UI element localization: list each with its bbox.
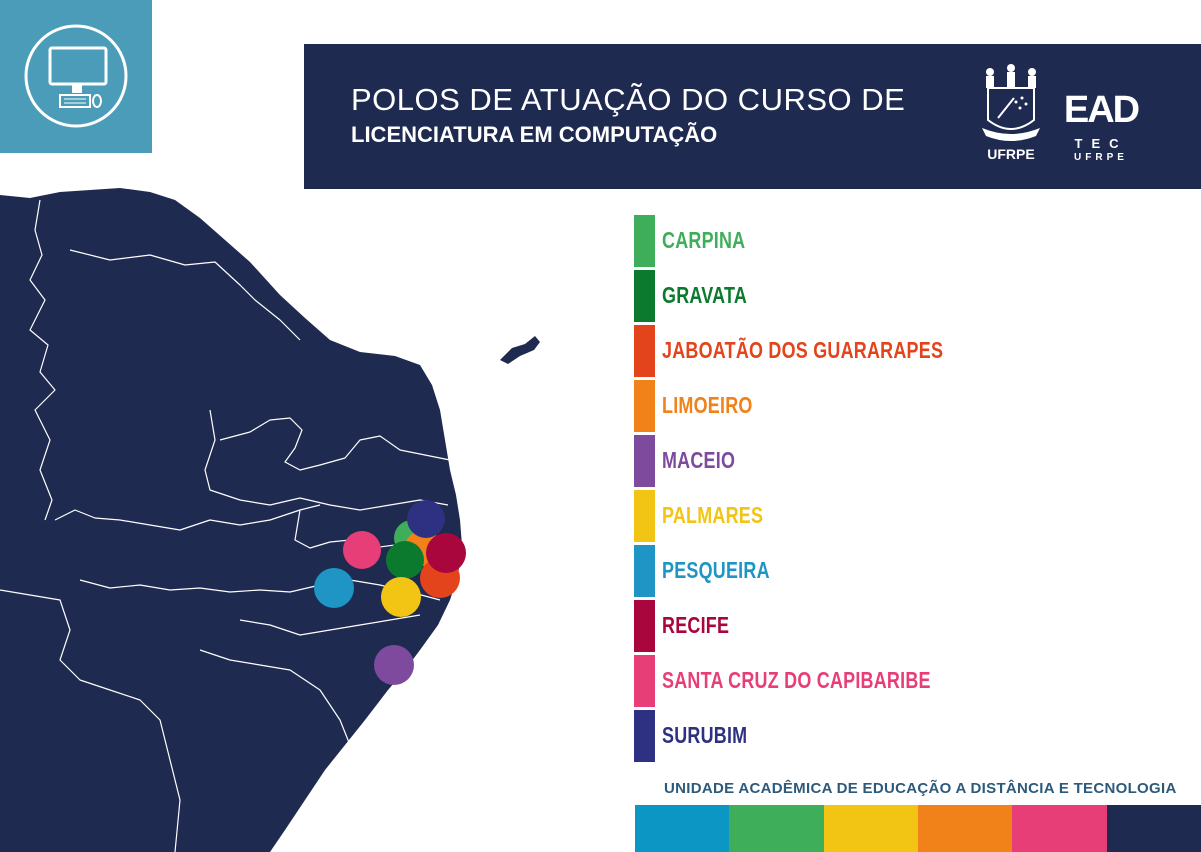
marker-recife[interactable] [426,533,466,573]
marker-pesqueira[interactable] [314,568,354,608]
city-markers [314,500,466,685]
legend-label: SANTA CRUZ DO CAPIBARIBE [662,667,931,693]
legend-item-recife: RECIFE [634,600,1194,652]
corner-icon-box [0,0,152,153]
legend-swatch [634,380,655,432]
legend-label: LIMOEIRO [662,392,753,418]
legend-item-santa-cruz: SANTA CRUZ DO CAPIBARIBE [634,655,1194,707]
legend-label: PESQUEIRA [662,557,770,583]
color-bar-segment [917,805,1013,852]
legend-item-pesqueira: PESQUEIRA [634,545,1194,597]
ead-tec-logo: EAD TEC UFRPE [1056,89,1156,172]
marker-palmares[interactable] [381,577,421,617]
state-borders [0,199,461,852]
legend-label: MACEIO [662,447,736,473]
island [500,336,540,364]
color-bar-segment [1012,805,1107,852]
ufrpe-logo: UFRPE [976,58,1046,178]
marker-gravata[interactable] [386,541,424,579]
page-subtitle: LICENCIATURA EM COMPUTAÇÃO [351,122,718,147]
legend-item-maceio: MACEIO [634,435,1194,487]
color-bar-segment [729,805,824,852]
legend-swatch [634,545,655,597]
legend-swatch [634,600,655,652]
footer-color-bar [635,805,1201,852]
ead-logo-text: EAD [1064,89,1139,130]
computer-icon [24,24,128,128]
map-landmass [0,188,462,852]
legend-label: PALMARES [662,502,764,528]
legend-swatch [634,655,655,707]
color-bar-segment [635,805,730,852]
legend-label: GRAVATA [662,282,748,308]
legend-item-limoeiro: LIMOEIRO [634,380,1194,432]
marker-maceio[interactable] [374,645,414,685]
header-banner: POLOS DE ATUAÇÃO DO CURSO DE LICENCIATUR… [304,44,1201,189]
legend-swatch [634,435,655,487]
legend-item-gravata: GRAVATA [634,270,1194,322]
legend-swatch [634,325,655,377]
ufrpe-crest-icon [982,64,1040,141]
legend-item-carpina: CARPINA [634,215,1194,267]
ead-logo-ufrpe: UFRPE [1074,152,1128,163]
ead-logo-tec: TEC [1074,136,1128,151]
page-title: POLOS DE ATUAÇÃO DO CURSO DE [351,82,906,117]
legend-item-surubim: SURUBIM [634,710,1194,762]
legend-label: SURUBIM [662,722,748,748]
legend-label: RECIFE [662,612,730,638]
legend-label: JABOATÃO DOS GUARARAPES [662,337,944,363]
legend-label: CARPINA [662,227,746,253]
legend-swatch [634,490,655,542]
footer-text: UNIDADE ACADÊMICA DE EDUCAÇÃO A DISTÂNCI… [664,780,1177,797]
ead-logo-icon: EAD [1064,89,1141,130]
legend-swatch [634,710,655,762]
marker-surubim[interactable] [407,500,445,538]
ufrpe-logo-text: UFRPE [987,146,1035,162]
legend-item-palmares: PALMARES [634,490,1194,542]
legend-swatch [634,215,655,267]
legend-item-jaboatao: JABOATÃO DOS GUARARAPES [634,325,1194,377]
color-bar-segment [1106,805,1201,852]
color-bar-segment [823,805,918,852]
marker-santa-cruz-do-capibaribe[interactable] [343,531,381,569]
legend-swatch [634,270,655,322]
